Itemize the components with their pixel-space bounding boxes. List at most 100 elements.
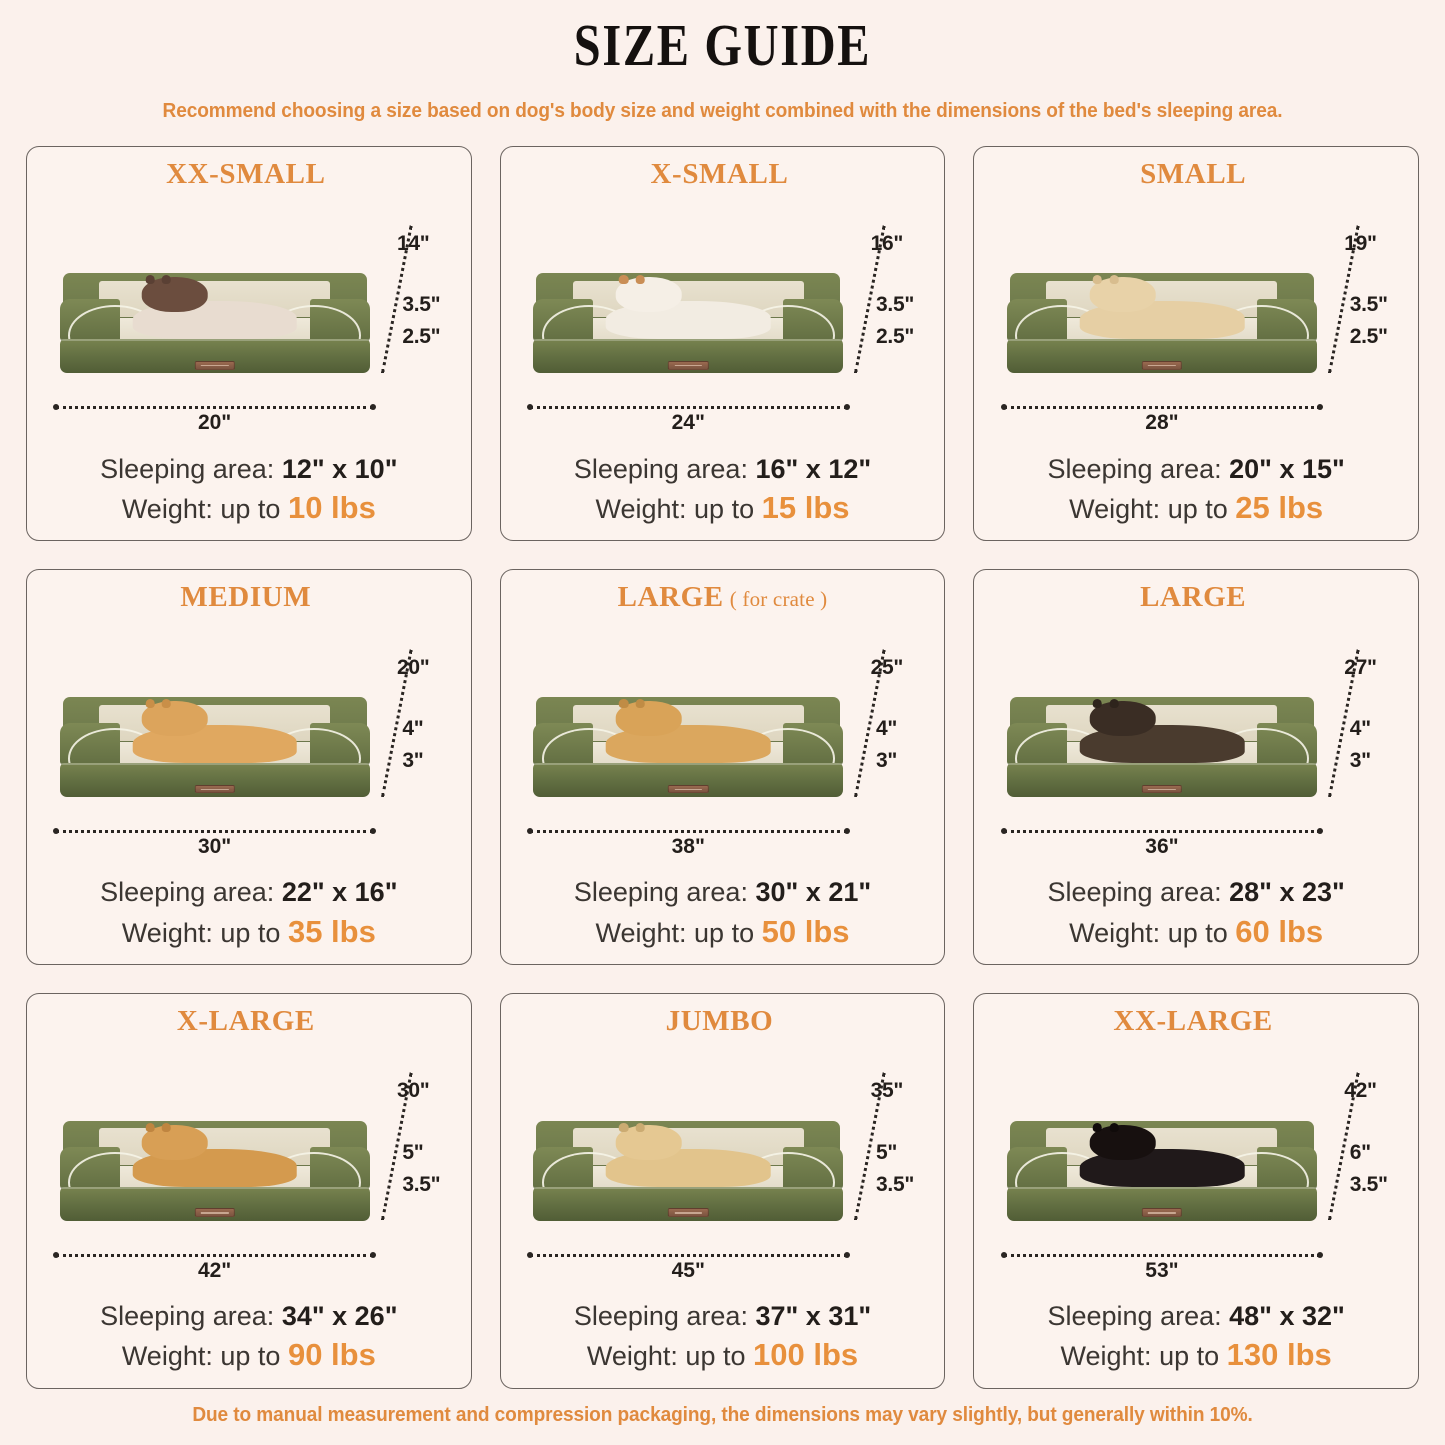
- weight-prefix: up to: [1167, 493, 1228, 524]
- dimension-total-width: 24": [671, 411, 705, 435]
- bed-left-armrest: [533, 723, 636, 790]
- width-dimension: 42": [53, 1251, 377, 1283]
- bed-right-armrest: [267, 1147, 370, 1213]
- size-card-name: SMALL: [1140, 157, 1247, 190]
- pet-head: [1089, 699, 1156, 736]
- weight-value: 10 lbs: [287, 489, 376, 525]
- dimension-base-height: 3": [876, 748, 898, 772]
- footer-disclaimer: Due to manual measurement and compressio…: [192, 1403, 1253, 1426]
- weight-prefix: up to: [694, 493, 755, 524]
- sleeping-area-value: 28" x 23": [1229, 877, 1345, 908]
- bed-illustration: 27" 4" 3" 36": [982, 616, 1410, 875]
- dimension-bolster-height: 4": [876, 717, 898, 741]
- sleeping-area-label: Sleeping area:: [573, 453, 748, 484]
- weight-prefix: up to: [220, 1341, 281, 1372]
- weight-label: Weight:: [121, 917, 213, 948]
- weight-prefix: up to: [220, 917, 281, 948]
- weight-label: Weight:: [595, 493, 687, 524]
- page-title: SIZE GUIDE: [573, 12, 872, 78]
- sleeping-area-label: Sleeping area:: [100, 877, 275, 908]
- size-card-specs: Sleeping area: 48" x 32" Weight: up to 1…: [982, 1298, 1410, 1380]
- brand-logo-patch: [194, 360, 235, 370]
- size-card-title: SMALL: [1140, 156, 1252, 192]
- width-dotted-line: [1000, 1251, 1324, 1258]
- size-card[interactable]: XX-SMALL: [26, 145, 472, 542]
- pet-ear-right: [635, 275, 645, 285]
- pet-ear-right: [1109, 275, 1119, 285]
- bed-right-armrest: [1214, 299, 1318, 366]
- brand-logo-patch: [668, 1208, 709, 1218]
- weight-value: 90 lbs: [287, 1337, 376, 1373]
- bed-left-armrest: [533, 299, 636, 366]
- size-card[interactable]: XX-LARGE: [973, 993, 1419, 1389]
- sleeping-area-value: 12" x 10": [281, 453, 398, 484]
- weight-prefix: up to: [220, 493, 281, 524]
- bed-illustration: 20" 4" 3" 30": [35, 616, 463, 875]
- width-dotted-line: [53, 827, 377, 834]
- pet-ear-left: [145, 275, 155, 285]
- dimension-total-height: 16": [870, 231, 904, 255]
- pet-ear-left: [619, 699, 629, 709]
- dimension-total-width: 53": [1145, 1258, 1179, 1282]
- sleeping-area-value: 20" x 15": [1229, 453, 1345, 484]
- page-header: SIZE GUIDE Recommend choosing a size bas…: [0, 0, 1445, 123]
- sleeping-area-row: Sleeping area: 37" x 31": [509, 1298, 937, 1334]
- dimension-base-height: 2.5": [402, 324, 441, 348]
- pet-ear-left: [619, 1123, 629, 1133]
- size-card[interactable]: SMALL: [973, 145, 1419, 542]
- weight-row: Weight: up to 10 lbs: [35, 487, 463, 529]
- bed-left-armrest: [1006, 723, 1110, 790]
- size-card-note: [773, 1011, 779, 1035]
- bed-base: [59, 1186, 370, 1221]
- dimension-bolster-height: 3.5": [402, 293, 441, 317]
- size-card-grid: XX-SMALL: [26, 145, 1419, 1389]
- size-card-specs: Sleeping area: 16" x 12" Weight: up to 1…: [509, 451, 937, 533]
- dimension-bolster-height: 3.5": [876, 293, 914, 317]
- size-card-note: [326, 164, 332, 188]
- size-card-specs: Sleeping area: 30" x 21" Weight: up to 5…: [509, 874, 937, 956]
- dimension-total-height: 20": [396, 655, 430, 679]
- weight-prefix: up to: [685, 1341, 746, 1372]
- width-dotted-line: [527, 404, 850, 411]
- dog-australian-shepherd-image: [1079, 699, 1245, 763]
- weight-value: 100 lbs: [753, 1337, 859, 1373]
- size-card[interactable]: X-LARGE: [26, 993, 472, 1389]
- size-card[interactable]: MEDIUM: [26, 569, 472, 966]
- brand-logo-patch: [1141, 1208, 1183, 1218]
- sleeping-area-row: Sleeping area: 12" x 10": [35, 451, 463, 487]
- weight-row: Weight: up to 25 lbs: [982, 487, 1410, 529]
- size-card[interactable]: LARGE( for crate ): [499, 569, 946, 966]
- dimension-total-height: 19": [1344, 231, 1377, 255]
- sleeping-area-label: Sleeping area:: [1047, 1301, 1222, 1332]
- pet-head: [615, 1123, 682, 1160]
- width-dimension: 28": [1000, 404, 1324, 435]
- brand-logo-patch: [194, 1208, 235, 1218]
- dog-french-bulldog-image: [1079, 275, 1245, 340]
- weight-label: Weight:: [1060, 1341, 1152, 1372]
- size-card-title: XX-LARGE: [1113, 1003, 1278, 1039]
- size-card[interactable]: X-SMALL: [499, 145, 946, 542]
- pet-bed: [56, 273, 372, 373]
- sleeping-area-row: Sleeping area: 48" x 32": [982, 1298, 1410, 1334]
- vertical-dimensions: 27" 4" 3": [1314, 647, 1404, 798]
- size-card[interactable]: LARGE: [973, 569, 1419, 966]
- bed-left-armrest: [59, 299, 163, 366]
- sleeping-area-label: Sleeping area:: [573, 877, 748, 908]
- bed-illustration: 25" 4" 3" 38": [509, 616, 937, 875]
- pet-ear-right: [161, 1123, 172, 1133]
- width-dotted-line: [53, 404, 377, 411]
- vertical-dimensions: 14" 3.5" 2.5": [366, 223, 456, 374]
- bed-left-armrest: [1006, 1147, 1110, 1213]
- pet-bed: [530, 273, 847, 373]
- weight-value: 50 lbs: [761, 913, 850, 949]
- dog-shih-tzu-image: [605, 275, 771, 340]
- weight-label: Weight:: [595, 917, 687, 948]
- pet-head: [1089, 275, 1156, 312]
- brand-logo-patch: [194, 784, 235, 794]
- pet-ear-left: [1092, 275, 1102, 285]
- width-dimension: 45": [527, 1251, 850, 1283]
- size-card[interactable]: JUMBO: [499, 993, 946, 1389]
- dimension-base-height: 2.5": [876, 324, 914, 348]
- bed-left-armrest: [59, 1147, 163, 1213]
